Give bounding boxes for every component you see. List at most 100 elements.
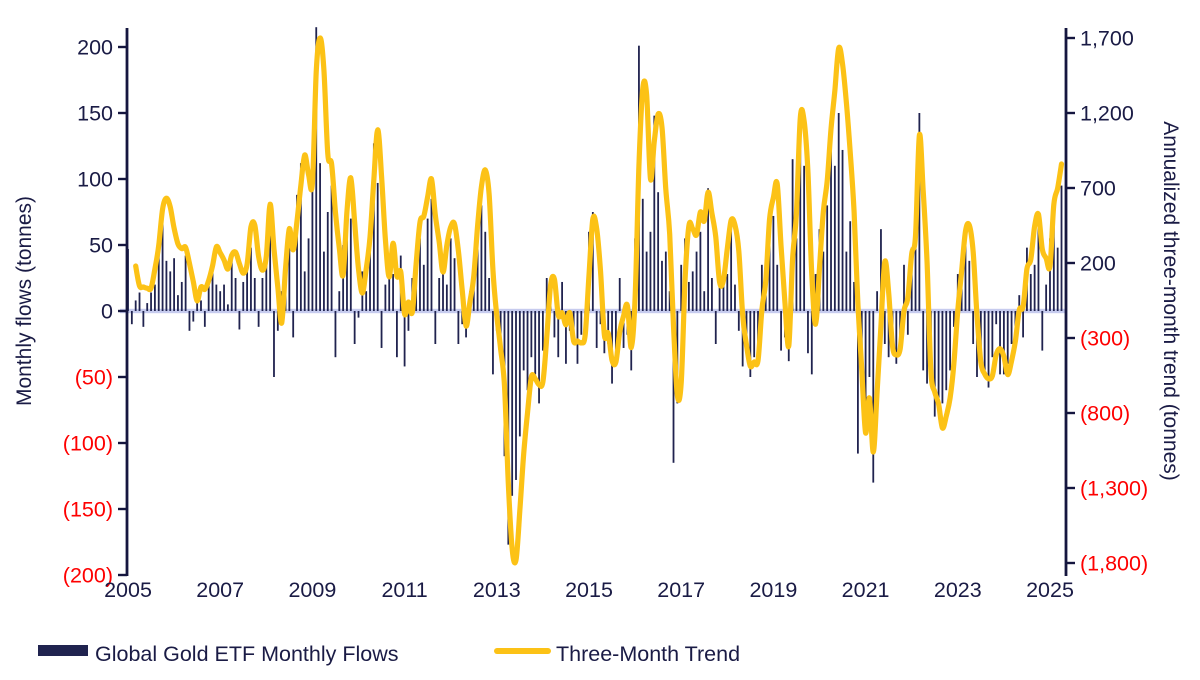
right-axis-title: Annualized three-month trend (tonnes) (1159, 121, 1182, 481)
monthly-flow-bar (672, 311, 675, 463)
left-axis-tick-label: 0 (101, 300, 113, 324)
right-axis-tick-label: (800) (1080, 402, 1130, 426)
monthly-flow-bar (253, 278, 256, 311)
monthly-flow-bar (246, 258, 248, 311)
monthly-flow-bar (714, 311, 717, 344)
monthly-flow-bar (430, 198, 433, 311)
monthly-flow-bar (261, 278, 264, 311)
monthly-flow-bar (541, 311, 544, 351)
x-axis-year-label: 2017 (657, 578, 705, 602)
monthly-flow-bar (841, 149, 844, 311)
monthly-flow-bar (953, 311, 955, 327)
monthly-flow-bar (453, 258, 456, 311)
monthly-flow-bar (753, 311, 756, 358)
monthly-flow-bar (922, 311, 925, 371)
monthly-flow-bar (833, 165, 836, 311)
monthly-flow-bar (641, 198, 644, 311)
monthly-flow-bar (1052, 215, 1055, 311)
monthly-flow-bar (161, 212, 164, 311)
monthly-flow-bar (203, 311, 206, 327)
monthly-flow-bar (445, 284, 448, 311)
right-axis-tick-label: 700 (1080, 177, 1116, 201)
monthly-flow-bar (257, 311, 260, 327)
legend-bar-swatch-icon (38, 645, 88, 656)
monthly-flow-bar (1056, 247, 1059, 311)
monthly-flow-bar (737, 311, 740, 331)
monthly-flow-bar (396, 311, 398, 358)
monthly-flow-bar (534, 311, 537, 375)
monthly-flow-bar (657, 192, 660, 311)
monthly-flow-bar (311, 181, 314, 311)
monthly-flow-bar (857, 311, 859, 454)
monthly-flow-bar (207, 278, 210, 311)
monthly-flow-bar (303, 271, 306, 311)
monthly-flow-bar (734, 284, 736, 311)
monthly-flow-bar (883, 311, 886, 344)
monthly-flow-bar (880, 229, 882, 311)
monthly-flow-bar (273, 311, 275, 377)
monthly-flow-bar (326, 212, 329, 311)
monthly-flow-bar (972, 311, 975, 344)
monthly-flow-bar (557, 311, 560, 358)
monthly-flow-bar (545, 278, 548, 311)
monthly-flow-bar (173, 258, 175, 311)
monthly-flow-bar (457, 311, 460, 344)
legend-line-label: Three-Month Trend (556, 642, 740, 666)
monthly-flow-bar (153, 284, 156, 311)
x-axis-year-label: 2007 (196, 578, 244, 602)
monthly-flow-bar (1006, 311, 1009, 364)
monthly-flow-bar (380, 311, 383, 348)
monthly-flow-bar (177, 295, 179, 311)
monthly-flow-bar (887, 311, 890, 358)
monthly-flow-bar (691, 271, 694, 311)
monthly-flow-bar (269, 212, 272, 311)
monthly-flow-bar (1002, 311, 1005, 375)
monthly-flow-bar (169, 271, 172, 311)
monthly-flow-bar (903, 264, 905, 311)
monthly-flow-bar (991, 311, 994, 358)
monthly-flow-bar (526, 311, 529, 391)
monthly-flow-bar (522, 311, 525, 371)
monthly-flow-bar (553, 311, 556, 338)
monthly-flow-bar (664, 251, 667, 311)
monthly-flow-bar (822, 251, 825, 311)
monthly-flow-bar (699, 231, 702, 311)
monthly-flow-bar (265, 247, 268, 311)
right-axis-tick-label: (300) (1080, 327, 1130, 351)
monthly-flow-bar (845, 251, 848, 311)
x-axis-year-label: 2009 (288, 578, 336, 602)
monthly-flow-bar (749, 311, 752, 377)
monthly-flow-bar (622, 311, 625, 348)
monthly-flow-bar (165, 260, 168, 311)
monthly-flow-bar (799, 149, 802, 311)
x-axis-year-label: 2005 (104, 578, 152, 602)
right-axis-tick-label: (1,300) (1080, 477, 1148, 501)
monthly-flow-bar (357, 311, 360, 318)
monthly-flow-bar (180, 281, 183, 311)
monthly-flow-bar (353, 311, 356, 344)
monthly-flow-bar (515, 311, 517, 480)
monthly-flow-bar (711, 278, 713, 311)
monthly-flow-bar (807, 311, 809, 354)
monthly-flow-bar (276, 311, 279, 331)
left-axis-tick-label: 150 (77, 102, 113, 126)
monthly-flow-bar (795, 238, 798, 311)
monthly-flow-bar (196, 297, 199, 311)
monthly-flow-bar (695, 251, 698, 311)
monthly-flow-bar (538, 311, 540, 404)
monthly-flow-bar (826, 205, 829, 311)
monthly-flow-bar (933, 311, 936, 417)
monthly-flow-bar (376, 182, 379, 311)
monthly-flow-bar (238, 311, 241, 330)
monthly-flow-bar (645, 251, 648, 311)
monthly-flow-bar (949, 311, 951, 371)
monthly-flow-bar (438, 278, 441, 311)
monthly-flow-bar (837, 113, 840, 311)
left-axis-tick-label: (150) (63, 498, 113, 522)
monthly-flow-bar (1018, 295, 1021, 311)
x-axis-year-label: 2025 (1026, 578, 1074, 602)
monthly-flow-bar (576, 311, 579, 364)
monthly-flow-bar (707, 188, 709, 311)
monthly-flow-bar (983, 311, 986, 371)
monthly-flow-bar (760, 264, 763, 311)
